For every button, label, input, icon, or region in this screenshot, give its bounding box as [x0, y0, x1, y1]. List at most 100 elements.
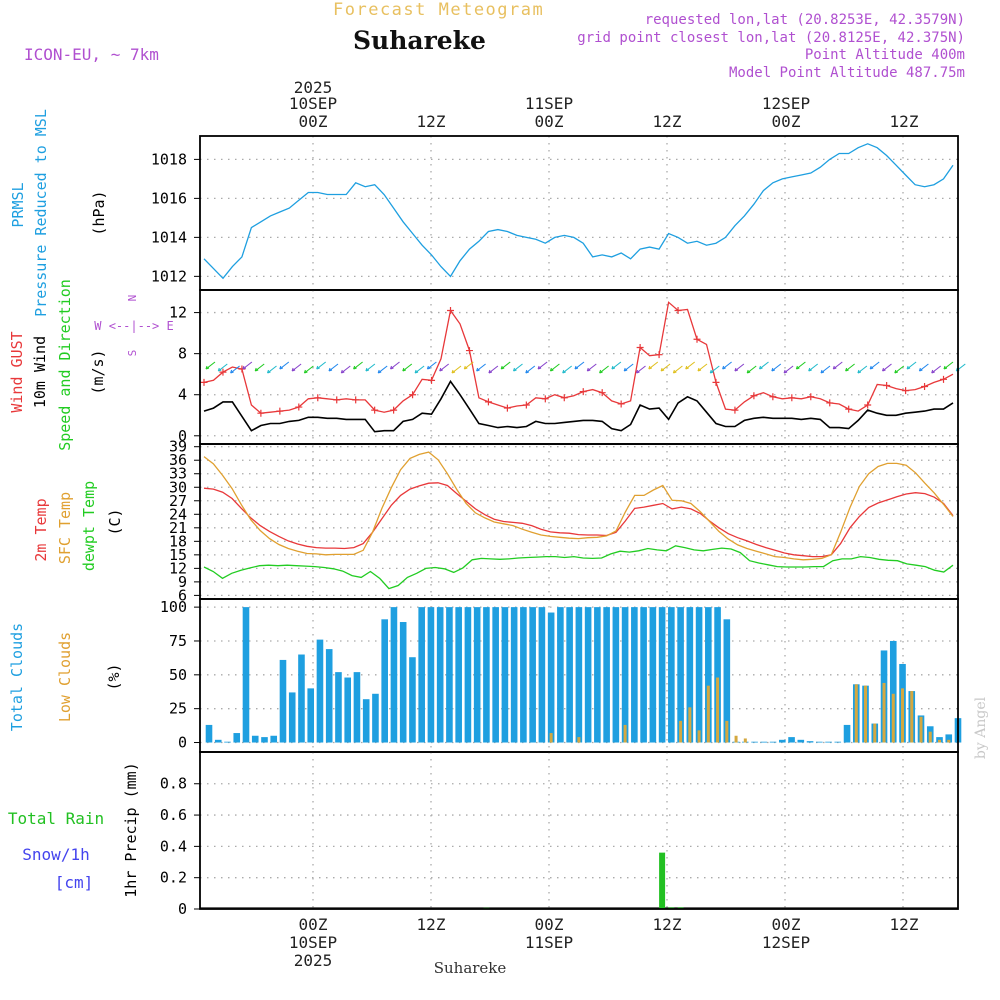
wind-arrow — [562, 365, 573, 374]
y-ticks: 1012 1014 1016 1018 — [151, 150, 200, 285]
wind-arrow — [697, 363, 708, 372]
y-tick-label: 25 — [169, 700, 187, 718]
gust-point — [219, 368, 227, 376]
total-cloud-bar — [584, 607, 592, 743]
gust-point — [371, 406, 379, 414]
total-cloud-bar — [843, 724, 851, 743]
y-tick-label: 1018 — [151, 150, 187, 168]
y-ticks: 0 0.2 0.4 0.6 0.8 — [160, 775, 200, 918]
wind-arrow — [279, 361, 290, 370]
wind-arrow — [709, 365, 720, 374]
wind-arrow — [476, 363, 486, 372]
gust-point — [788, 394, 796, 402]
top-time-label: 00Z — [535, 112, 564, 131]
wind-arrow — [611, 361, 622, 370]
y-axis-label: (hPa) — [90, 190, 108, 235]
y-axis-label: (%) — [105, 663, 123, 690]
low-cloud-bar — [679, 720, 683, 743]
gust-point — [579, 388, 587, 396]
total-cloud-bar — [344, 677, 352, 743]
y-tick-label: 36 — [169, 451, 187, 469]
total-cloud-bar — [316, 639, 324, 743]
requested-coords: requested lon,lat (20.8253E, 42.3579N) — [645, 12, 965, 28]
gust-point — [352, 396, 360, 404]
y-tick-label: 39 — [169, 438, 187, 456]
gust-point — [428, 376, 436, 384]
total-cloud-bar — [279, 659, 287, 743]
wind-arrow — [722, 361, 732, 370]
total-cloud-bar — [723, 619, 731, 743]
total-cloud-bar — [242, 607, 250, 743]
y-tick-label: 15 — [169, 546, 187, 564]
wind-arrow — [648, 361, 659, 370]
total-cloud-bar — [520, 607, 527, 743]
total-cloud-bar — [483, 607, 490, 743]
y-tick-label: 33 — [169, 465, 187, 483]
wind-arrow — [881, 363, 892, 372]
total-cloud-bar — [945, 734, 953, 743]
y-tick-label: 9 — [178, 573, 187, 591]
wind-arrow — [242, 361, 253, 370]
total-cloud-bar — [714, 607, 721, 743]
y-axis-label: SFC Temp — [56, 492, 74, 564]
y-axis-label: 1hr Precip (mm) — [122, 762, 140, 897]
footer-location: Suhareke — [434, 959, 507, 977]
gust-point — [541, 395, 549, 403]
total-cloud-bar — [464, 607, 472, 743]
total-cloud-bar — [307, 688, 315, 743]
model-altitude: Model Point Altitude 487.75m — [729, 65, 965, 81]
wind-arrow — [402, 363, 413, 372]
gust-point — [712, 378, 720, 386]
gust-point — [636, 343, 644, 351]
y-axis-label: Pressure Reduced to MSL — [32, 109, 50, 317]
gust-point — [598, 389, 606, 397]
wind-arrow — [205, 361, 216, 370]
bottom-time-label: 00Z — [535, 915, 564, 934]
total-cloud-bar — [224, 741, 231, 743]
top-time-label: 12Z — [890, 112, 919, 131]
total-cloud-bar — [705, 607, 712, 743]
low-cloud-bar — [882, 682, 886, 743]
total-cloud-bar — [612, 607, 620, 743]
y-axis-label: Speed and Direction — [56, 279, 74, 451]
grid-point-coords: grid point closest lon,lat (20.8125E, 42… — [577, 30, 965, 46]
y-axis-label: Low Clouds — [56, 632, 74, 722]
low-cloud-bar — [743, 738, 747, 743]
y-tick-label: 0.4 — [160, 837, 187, 855]
total-cloud-bar — [399, 622, 407, 743]
bottom-year-label: 2025 — [294, 951, 333, 970]
header: Forecast Meteogram Suhareke ICON-EU, ~ 7km… — [24, 0, 965, 81]
total-cloud-bar — [270, 735, 278, 743]
gust-point — [333, 396, 341, 404]
wind-arrow — [783, 365, 794, 374]
wind-arrow — [414, 365, 425, 374]
gust-point — [769, 393, 777, 401]
wind-arrow — [943, 361, 954, 370]
snow-unit-label: [cm] — [55, 873, 94, 892]
compass-south: S — [126, 350, 139, 357]
y-ticks: 0 4 8 12 — [169, 304, 200, 445]
y-tick-label: 12 — [169, 559, 187, 577]
wind-arrow — [230, 365, 240, 374]
bottom-time-axis: 00Z 12Z 00Z 12Z 00Z 12Z 10SEP 11SEP 12SEP 2025 Suh… — [289, 915, 919, 977]
wind-arrow — [512, 363, 523, 372]
total-cloud-bar — [603, 607, 610, 743]
top-time-label: 00Z — [299, 112, 328, 131]
compass-west-east: W <--|--> E — [94, 319, 173, 333]
gust-point — [693, 335, 701, 343]
total-cloud-bar — [668, 607, 675, 743]
total-cloud-bar — [492, 607, 499, 743]
gust-point — [883, 381, 891, 389]
wind-arrow — [832, 361, 843, 370]
total-cloud-bar — [557, 607, 564, 743]
low-cloud-bar — [623, 724, 627, 743]
wind-arrow — [685, 361, 696, 370]
total-cloud-bar — [575, 607, 583, 743]
total-cloud-bar — [205, 724, 213, 743]
total-cloud-bar — [751, 741, 758, 743]
total-cloud-bar — [788, 737, 795, 743]
rain-bar — [659, 852, 666, 909]
total-cloud-bar — [298, 654, 305, 743]
